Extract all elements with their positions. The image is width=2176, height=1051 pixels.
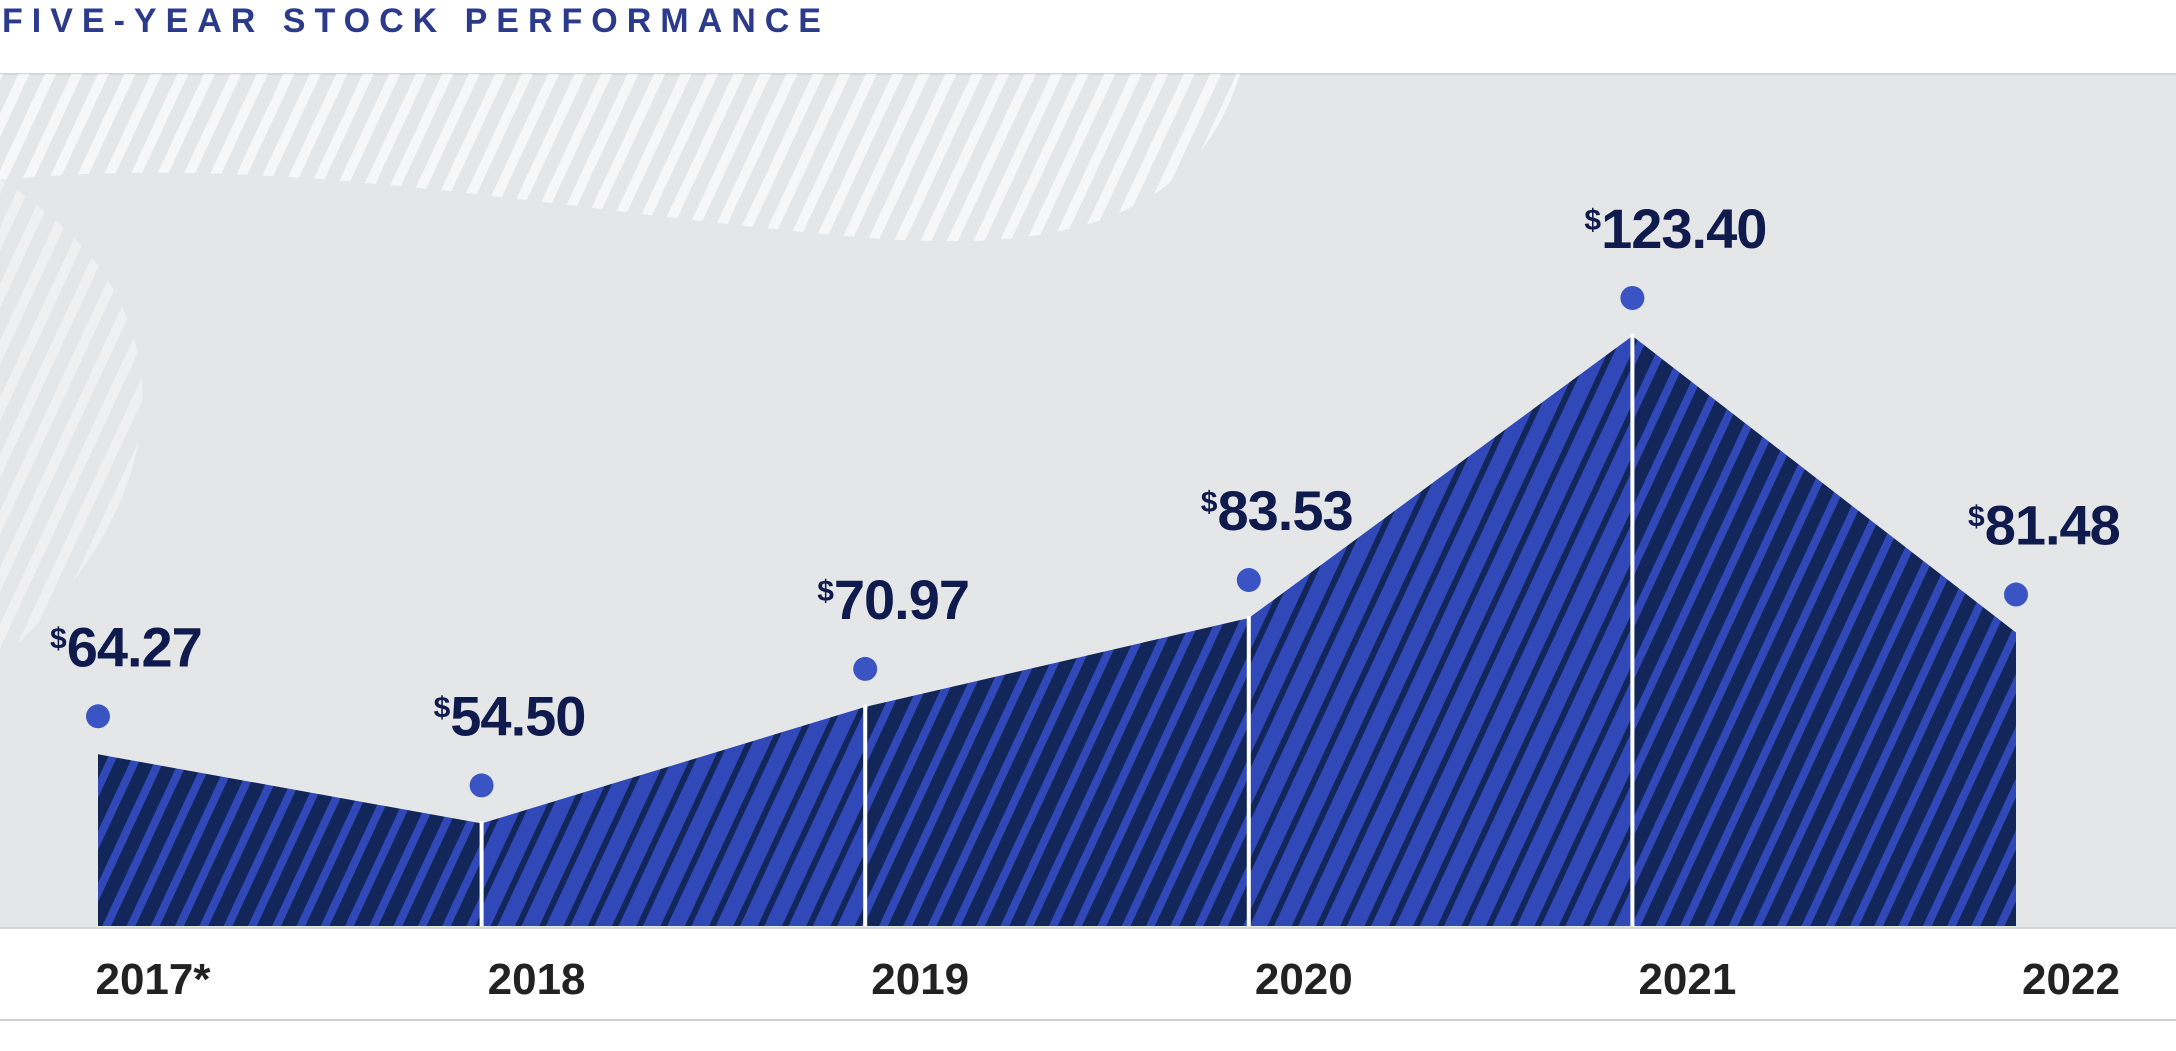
data-point-2017* — [86, 704, 110, 729]
x-tick-label: 2020 — [1255, 955, 1353, 1004]
area-segment-2021-2022 — [1632, 336, 2016, 926]
price-label: $70.97 — [817, 568, 969, 631]
x-tick-label: 2021 — [1638, 955, 1736, 1004]
area-segment-2018-2019 — [481, 706, 866, 926]
price-label: $54.50 — [434, 684, 586, 747]
area-segments — [98, 336, 2016, 926]
data-point-2020 — [1236, 568, 1261, 593]
area-segment-2020-2021 — [1248, 336, 1633, 926]
data-point-2022 — [2004, 582, 2028, 607]
segment-dividers — [479, 334, 1635, 926]
area-segment-2017*-2018 — [98, 754, 482, 926]
area-segment-2019-2020 — [865, 618, 1249, 926]
chart-title: FIVE-YEAR STOCK PERFORMANCE — [2, 2, 830, 40]
x-axis: 2017* 2018 2019 2020 2021 2022 — [0, 927, 2176, 1021]
price-label: $83.53 — [1201, 479, 1353, 542]
x-tick-label: 2019 — [871, 955, 969, 1004]
price-label: $123.40 — [1584, 197, 1766, 260]
x-tick-label: 2022 — [2022, 955, 2120, 1004]
data-point-2021 — [1620, 286, 1645, 310]
x-tick-label: 2018 — [488, 955, 586, 1004]
price-label: $64.27 — [50, 615, 202, 678]
price-labels: $64.27 $54.50 $70.97 $83.53 $123.40 $81.48 — [50, 197, 2121, 747]
data-points — [86, 286, 2028, 798]
price-label: $81.48 — [1968, 494, 2120, 557]
data-point-2019 — [853, 656, 878, 681]
data-point-2018 — [469, 773, 494, 798]
x-tick-label: 2017* — [95, 955, 211, 1004]
